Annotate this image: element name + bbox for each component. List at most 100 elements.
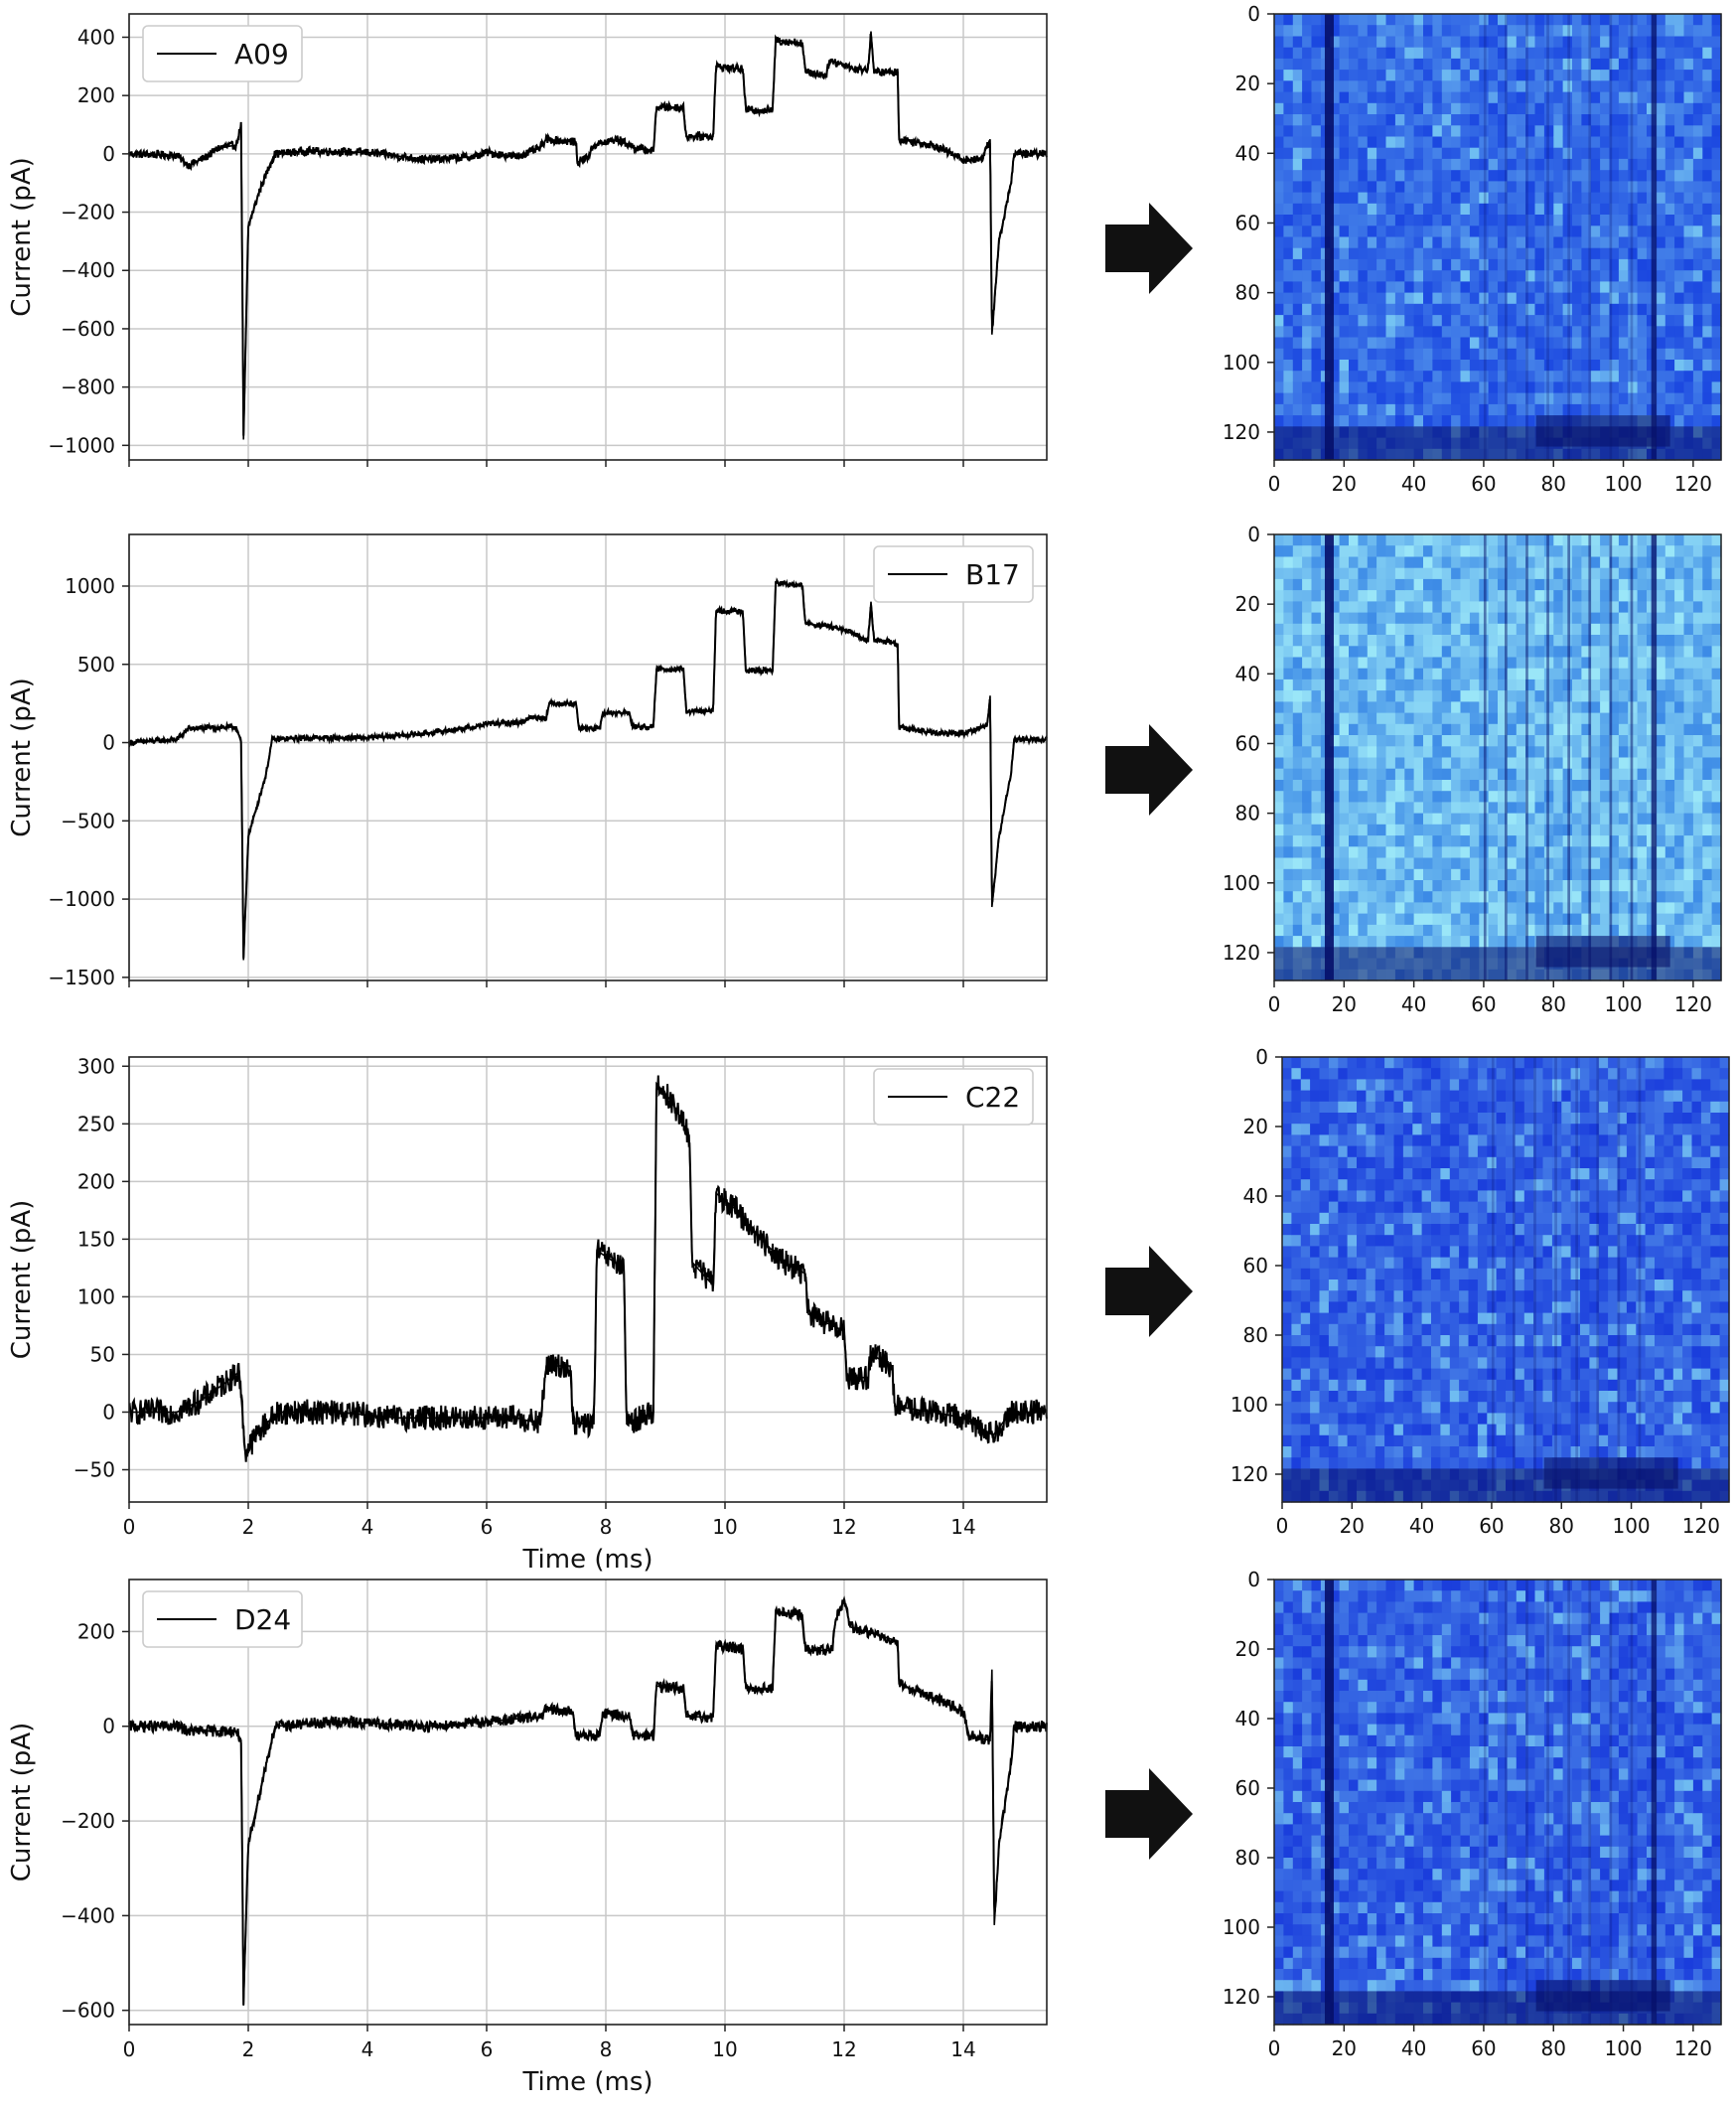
heatmap-cell (1628, 80, 1638, 92)
heatmap-cell (1395, 814, 1405, 826)
heatmap-cell (1358, 92, 1368, 104)
heatmap-cell (1693, 970, 1703, 981)
heatmap-cell (1440, 1091, 1450, 1103)
heatmap-cell (1349, 371, 1359, 382)
heatmap-cell (1412, 1290, 1422, 1302)
heatmap-cell (1638, 713, 1648, 725)
heatmap-cell (1291, 1468, 1301, 1480)
heatmap-cell (1638, 449, 1648, 461)
heatmap-cell (1348, 1190, 1358, 1202)
heatmap-cell (1403, 1335, 1413, 1347)
heatmap-cell (1665, 780, 1675, 792)
heatmap-cell (1507, 226, 1517, 237)
heatmap-cell (1489, 557, 1499, 569)
heatmap-cell (1358, 360, 1368, 372)
heatmap-cell (1459, 1213, 1469, 1225)
heatmap-cell (1375, 1413, 1385, 1425)
heatmap-cell (1478, 1369, 1488, 1381)
heatmap-cell (1712, 724, 1722, 736)
heatmap-cell (1302, 37, 1312, 49)
heatmap-cell (1274, 70, 1284, 81)
heatmap-cell (1329, 1413, 1339, 1425)
heatmap-cell (1274, 37, 1284, 49)
heatmap-cell (1469, 1369, 1479, 1381)
heatmap-cell (1628, 315, 1638, 327)
heatmap-cell (1368, 791, 1377, 803)
heatmap-cell (1349, 568, 1359, 580)
heatmap-cell (1414, 601, 1424, 613)
heatmap-cell (1282, 1224, 1292, 1236)
heatmap-cell (1440, 1435, 1450, 1447)
heatmap-cell (1517, 25, 1526, 37)
heatmap-cell (1553, 404, 1563, 416)
heatmap-cell (1358, 701, 1368, 713)
heatmap-cell (1517, 92, 1526, 104)
heatmap-cell (1283, 545, 1293, 557)
heatmap-cell (1517, 304, 1526, 316)
heatmap-cell (1282, 1480, 1292, 1492)
heatmap-cell (1431, 1190, 1441, 1202)
heatmap-cell (1628, 814, 1638, 826)
heatmap-cell (1274, 925, 1284, 937)
heatmap-cell (1404, 237, 1414, 249)
heatmap-cell (1293, 669, 1303, 680)
heatmap-cell (1507, 270, 1517, 282)
heatmap-cell (1459, 1446, 1469, 1458)
heatmap-cell (1301, 1091, 1311, 1103)
heatmap-cell (1312, 534, 1322, 546)
heatmap-cell (1404, 393, 1414, 405)
heatmap-cell (1329, 1369, 1339, 1381)
heatmap-cell (1693, 426, 1703, 438)
heatmap-cell (1310, 1068, 1320, 1080)
heatmap-cell (1684, 869, 1694, 881)
heatmap-cell (1404, 204, 1414, 216)
heatmap-cell (1414, 159, 1424, 171)
heatmap-cell (1638, 371, 1648, 382)
heatmap-cell (1302, 835, 1312, 847)
heatmap-cell (1442, 259, 1452, 271)
heatmap-cell (1329, 1324, 1339, 1336)
heatmap-cell (1283, 293, 1293, 305)
heatmap-cell (1368, 270, 1377, 282)
heatmap-cell (1470, 780, 1480, 792)
heatmap-cell (1684, 902, 1694, 914)
heatmap-cell (1423, 970, 1433, 981)
heatmap-cell (1312, 204, 1322, 216)
heatmap-cell (1274, 769, 1284, 781)
heatmap-cell (1665, 825, 1675, 836)
heatmap-cell (1628, 835, 1638, 847)
heatmap-cell (1375, 1335, 1385, 1347)
heatmap-cell (1395, 858, 1405, 870)
heatmap-cell (1442, 735, 1452, 747)
heatmap-cell (1656, 780, 1665, 792)
heatmap-cell (1312, 393, 1322, 405)
heatmap-cell (1442, 701, 1452, 713)
heatmap-cell (1535, 814, 1545, 826)
heatmap-cell (1376, 825, 1386, 836)
heatmap-cell (1440, 1369, 1450, 1381)
heatmap-cell (1656, 802, 1665, 814)
heatmap-cell (1412, 1335, 1422, 1347)
heatmap-cell (1684, 193, 1694, 205)
heatmap-cell (1665, 326, 1675, 338)
heatmap-cell (1600, 159, 1610, 171)
heatmap-cell (1349, 181, 1359, 193)
heatmap-cell (1470, 534, 1480, 546)
heatmap-cell (1310, 1235, 1320, 1247)
heatmap-cell (1461, 326, 1471, 338)
heatmap-cell (1461, 14, 1471, 26)
heatmap-cell (1451, 14, 1461, 26)
y-tick-label: −200 (61, 201, 115, 225)
heatmap-cell (1368, 769, 1377, 781)
heatmap-cell (1404, 48, 1414, 60)
heatmap-cell (1553, 758, 1563, 770)
heatmap-cell (1376, 646, 1386, 658)
heatmap-cell (1442, 635, 1452, 647)
heatmap-cell (1702, 669, 1712, 680)
heatmap-cell (1684, 37, 1694, 49)
heatmap-cell (1591, 148, 1601, 160)
heatmap-cell (1489, 746, 1499, 758)
heatmap-cell (1684, 568, 1694, 580)
heatmap-cell (1302, 568, 1312, 580)
heatmap-cell (1507, 869, 1517, 881)
